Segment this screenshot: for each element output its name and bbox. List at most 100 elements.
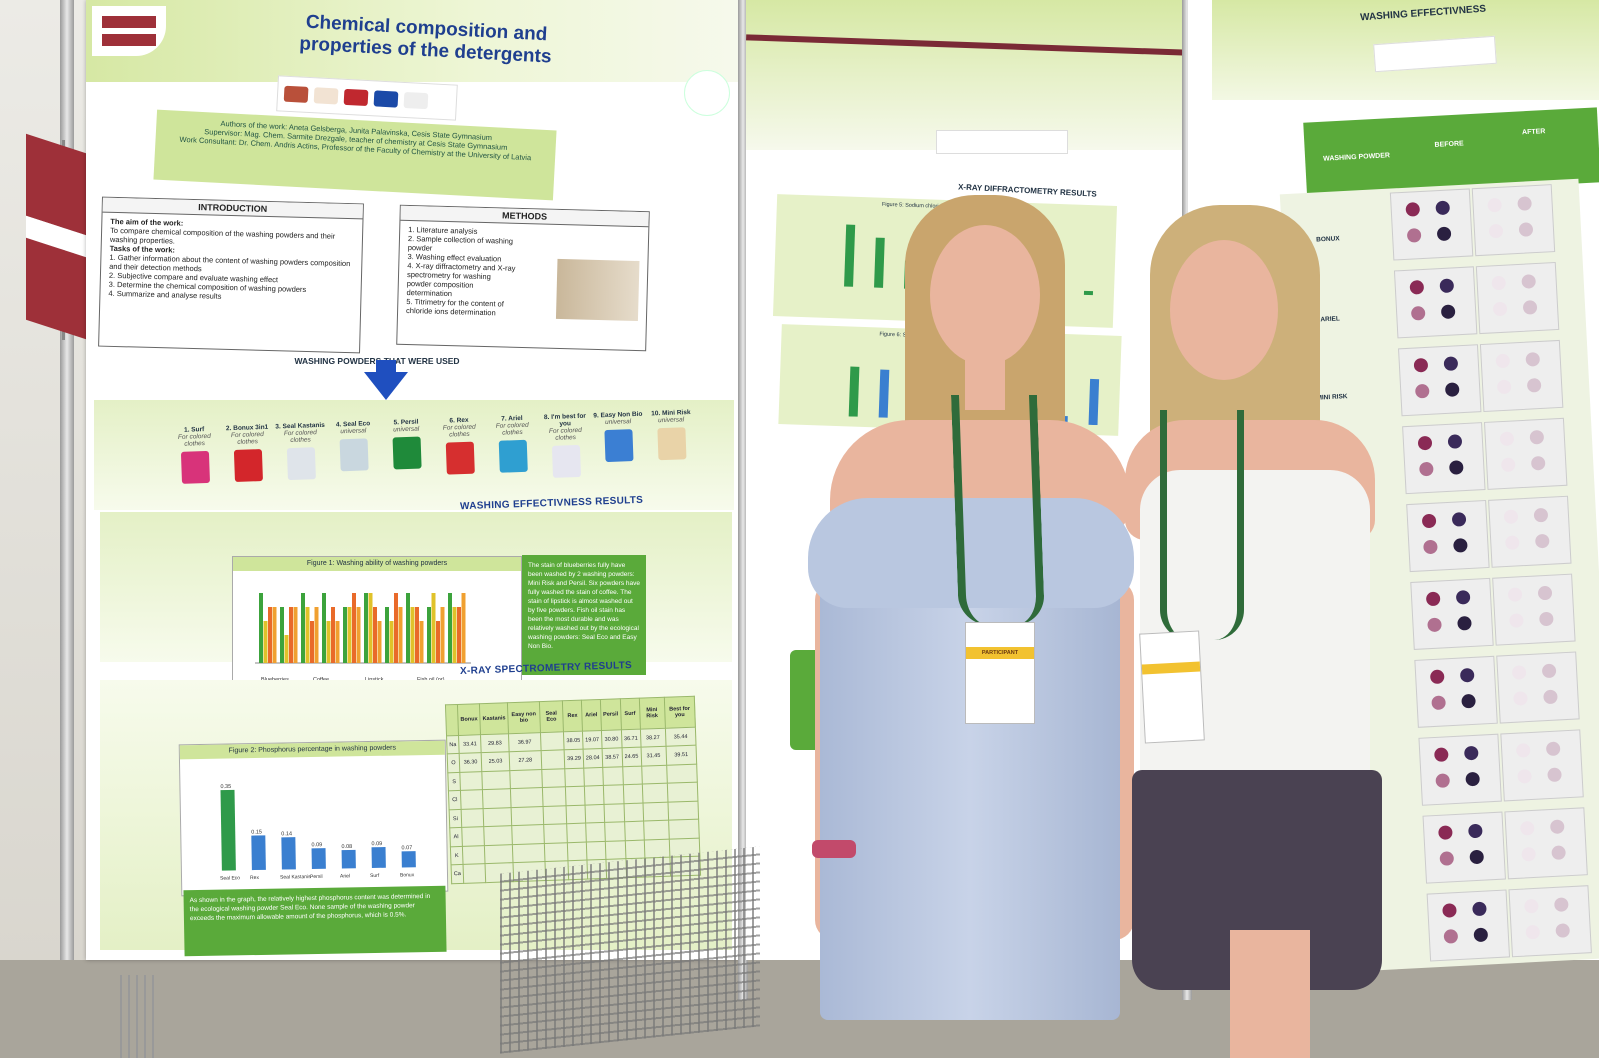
table-cell: 36.30 (459, 753, 482, 773)
stain-dot (1524, 898, 1539, 914)
col-after: AFTER (1521, 128, 1546, 137)
stain-dot (1500, 457, 1516, 473)
powder-usage: For colored clothes (177, 432, 211, 448)
figure1-bar (268, 607, 272, 663)
table-cell: Bonux (457, 703, 481, 736)
stain-dot (1473, 927, 1489, 943)
method-item: 5. Titrimetry for the content of chlorid… (405, 296, 504, 318)
table-cell (622, 765, 642, 786)
xrd-bar (1083, 290, 1094, 296)
stain-dot (1487, 197, 1503, 213)
stain-swatch (1492, 573, 1576, 646)
powder-item: 4. Seal Eco universal (328, 420, 380, 486)
powder-item: 10. Mini Risk universal (646, 409, 698, 475)
table-cell (445, 704, 459, 736)
stain-dot (1457, 615, 1472, 631)
stain-dot (1465, 771, 1481, 787)
figure2-chart: Figure 2: Phosphorus percentage in washi… (178, 739, 449, 897)
table-cell: Ca (451, 864, 464, 884)
stain-swatch (1500, 729, 1584, 802)
stain-swatch (1426, 889, 1511, 962)
mesh-chair-left (120, 975, 160, 1058)
table-cell (623, 784, 643, 804)
table-cell: 38.57 (601, 748, 623, 768)
stain-dot (1435, 773, 1451, 788)
table-cell (509, 769, 543, 790)
table-cell (566, 805, 586, 825)
stain-dot (1545, 741, 1561, 757)
powder-item: 9. Easy Non Bio universal (593, 411, 645, 477)
stain-dot (1547, 767, 1562, 783)
table-cell (511, 806, 544, 827)
figure1-bar (398, 607, 403, 663)
powder-item: 2. Bonux 3in1 For colored clothes (222, 424, 274, 490)
table-cell (564, 768, 585, 788)
figure1-bar (280, 607, 284, 663)
stain-dot (1521, 274, 1537, 289)
stain-swatch (1422, 811, 1506, 884)
table-cell: 35.44 (665, 727, 697, 747)
washing-note: The stain of blueberries fully have been… (522, 555, 646, 675)
powder-package-icon (657, 427, 687, 461)
table-cell (540, 731, 565, 751)
table-cell (461, 808, 484, 828)
person1-lanyard (950, 395, 1046, 625)
stain-swatch (1475, 262, 1560, 335)
row-label-bonux: BONUX (1316, 235, 1340, 244)
person2-lanyard (1160, 410, 1244, 640)
table-cell (462, 845, 486, 865)
powder-package-icon (180, 450, 211, 484)
table-cell: K (450, 846, 464, 866)
middle-poster-header (746, 0, 1186, 150)
figure1-bar (343, 607, 347, 663)
stain-dot (1453, 538, 1468, 553)
figure1-bar (314, 607, 319, 663)
method-item: 4. X-ray diffractometry and X-ray spectr… (406, 260, 516, 299)
table-cell: Persil (600, 698, 622, 731)
person1-neck (965, 350, 1005, 410)
stain-dot (1414, 383, 1430, 399)
col-washing-powder: WASHING POWDER (1322, 152, 1391, 163)
lab-photo (555, 258, 640, 322)
table-cell: Al (449, 827, 463, 847)
figure1-bar (352, 593, 356, 663)
figure2-bar (311, 848, 326, 870)
stain-dot (1444, 382, 1460, 397)
stain-dot (1549, 819, 1565, 835)
row-label-ariel: ARIEL (1320, 315, 1341, 324)
stain-dot (1463, 745, 1479, 761)
stain-dot (1448, 460, 1464, 475)
table-cell (625, 840, 645, 860)
table-cell (460, 790, 484, 810)
powder-usage: For colored clothes (230, 430, 264, 446)
table-cell: 33.41 (458, 734, 482, 754)
col-before: BEFORE (1434, 140, 1464, 149)
stain-swatch (1479, 339, 1564, 412)
person2-face (1170, 240, 1278, 380)
stain-dot (1491, 275, 1507, 291)
figure2-category-label: Rex (250, 875, 259, 881)
stain-dot (1555, 923, 1571, 938)
arrow-down-icon (364, 372, 408, 400)
table-cell (483, 807, 512, 828)
latvia-flag-badge (92, 6, 166, 56)
stain-dot (1513, 691, 1528, 706)
figure1-bar (385, 607, 389, 663)
figure2-bar (251, 835, 266, 871)
figure1-bar (326, 621, 331, 663)
table-cell: Kastanis (479, 702, 509, 735)
figure1-bar (368, 593, 373, 663)
figure1-bar (452, 607, 457, 663)
stain-swatch (1471, 184, 1556, 257)
figure1-bar (377, 621, 382, 663)
table-cell: 31.45 (640, 746, 667, 766)
figure1-bar (406, 593, 410, 663)
figure2-category-label: Ariel (340, 873, 350, 879)
table-cell (604, 822, 626, 842)
table-cell (566, 823, 587, 843)
stain-swatch (1488, 495, 1572, 568)
table-cell (624, 821, 644, 841)
table-cell: Best for you (664, 696, 696, 729)
person1-bracelet (812, 840, 856, 858)
xrd-bar (874, 237, 885, 288)
